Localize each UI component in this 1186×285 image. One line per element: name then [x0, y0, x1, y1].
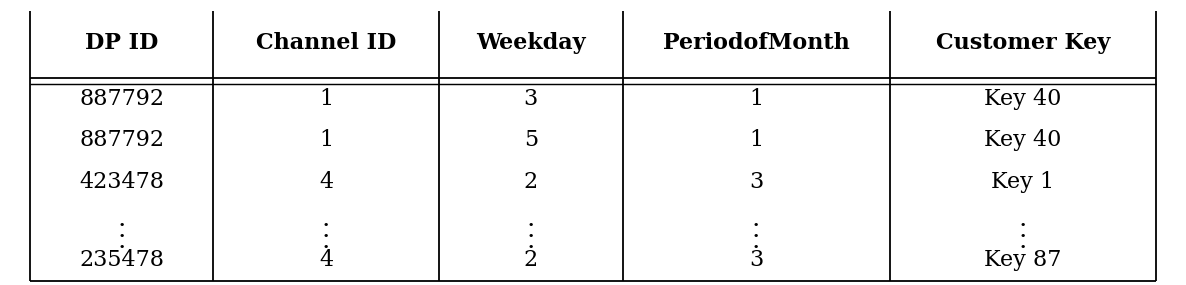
Text: Key 1: Key 1	[991, 171, 1054, 193]
Text: 3: 3	[748, 249, 764, 271]
Text: .: .	[528, 223, 534, 241]
Text: 5: 5	[524, 129, 537, 151]
Text: 2: 2	[524, 249, 537, 271]
Text: .: .	[1020, 223, 1026, 241]
Text: 2: 2	[524, 171, 537, 193]
Text: .: .	[528, 212, 534, 230]
Text: .: .	[323, 233, 330, 252]
Text: 4: 4	[319, 249, 333, 271]
Text: .: .	[323, 212, 330, 230]
Text: .: .	[119, 223, 125, 241]
Text: 235478: 235478	[79, 249, 164, 271]
Text: PeriodofMonth: PeriodofMonth	[663, 32, 849, 54]
Text: .: .	[1020, 233, 1026, 252]
Text: 887792: 887792	[79, 129, 164, 151]
Text: .: .	[753, 223, 759, 241]
Text: .: .	[1020, 212, 1026, 230]
Text: .: .	[528, 233, 534, 252]
Text: Customer Key: Customer Key	[936, 32, 1110, 54]
Text: 3: 3	[748, 171, 764, 193]
Text: .: .	[753, 233, 759, 252]
Text: Channel ID: Channel ID	[256, 32, 396, 54]
Text: 3: 3	[523, 88, 538, 110]
Text: 1: 1	[750, 129, 763, 151]
Text: Weekday: Weekday	[476, 32, 586, 54]
Text: .: .	[753, 212, 759, 230]
Text: 423478: 423478	[79, 171, 164, 193]
Text: DP ID: DP ID	[85, 32, 158, 54]
Text: 1: 1	[319, 129, 333, 151]
Text: .: .	[119, 212, 125, 230]
Text: .: .	[323, 223, 330, 241]
Text: 1: 1	[750, 88, 763, 110]
Text: Key 87: Key 87	[984, 249, 1061, 271]
Text: 4: 4	[319, 171, 333, 193]
Text: Key 40: Key 40	[984, 129, 1061, 151]
Text: Key 40: Key 40	[984, 88, 1061, 110]
Text: 1: 1	[319, 88, 333, 110]
Text: 887792: 887792	[79, 88, 164, 110]
Text: .: .	[119, 233, 125, 252]
